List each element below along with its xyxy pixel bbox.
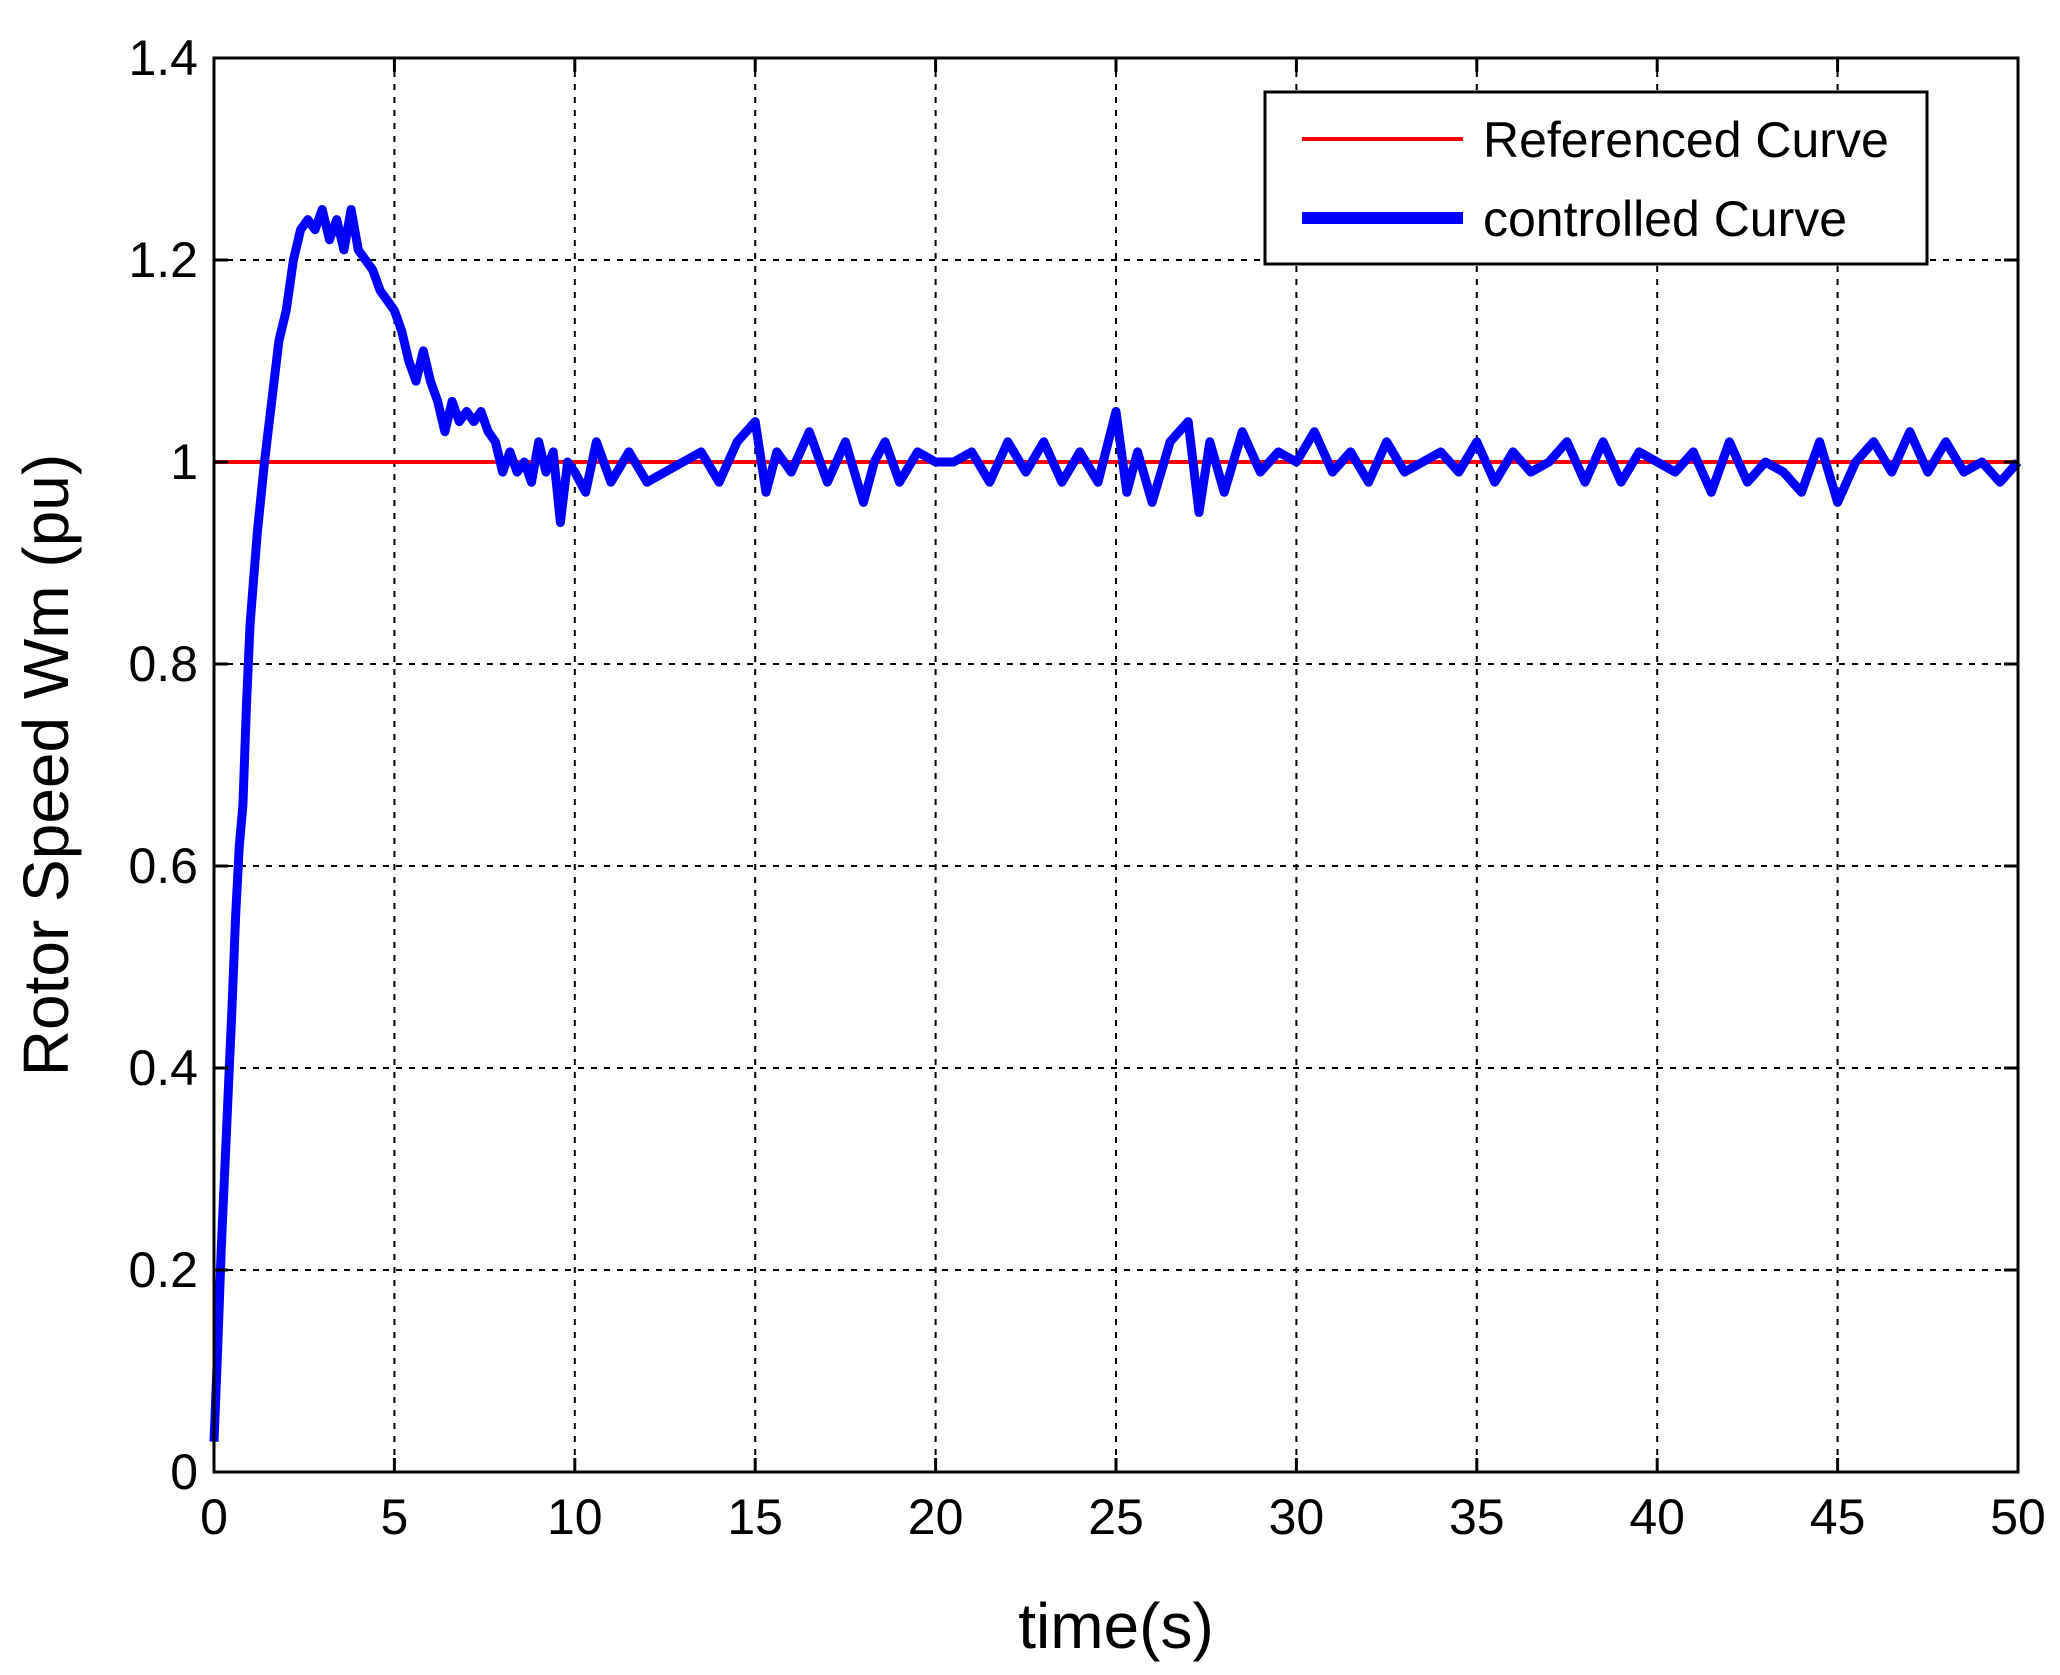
y-tick-label: 1.2 bbox=[128, 232, 198, 288]
x-tick-label: 40 bbox=[1629, 1489, 1685, 1545]
y-tick-label: 0 bbox=[170, 1444, 198, 1500]
x-tick-label: 15 bbox=[727, 1489, 783, 1545]
x-tick-label: 30 bbox=[1269, 1489, 1325, 1545]
x-tick-label: 10 bbox=[547, 1489, 603, 1545]
series-layer bbox=[209, 205, 2022, 1442]
x-tick-label: 50 bbox=[1990, 1489, 2046, 1545]
x-tick-label: 35 bbox=[1449, 1489, 1505, 1545]
y-tick-label: 1.4 bbox=[128, 30, 198, 86]
x-tick-label: 45 bbox=[1810, 1489, 1866, 1545]
grid bbox=[214, 58, 2018, 1472]
legend-box bbox=[1263, 90, 1929, 266]
legend: Referenced Curve controlled Curve bbox=[1263, 90, 1929, 266]
y-tick-label: 0.2 bbox=[128, 1242, 198, 1298]
y-axis-title: Rotor Speed Wm (pu) bbox=[10, 454, 82, 1076]
ticks: 0 5 10 15 20 25 30 35 40 45 50 0 0.2 0.4 0.6 0.8 1 1.2 1.4 bbox=[128, 30, 2045, 1545]
x-tick-label: 5 bbox=[380, 1489, 408, 1545]
legend-label-controlled: controlled Curve bbox=[1483, 191, 1847, 247]
y-tick-label: 0.8 bbox=[128, 636, 198, 692]
series-line-controlled bbox=[209, 205, 2022, 1442]
y-tick-label: 1 bbox=[170, 434, 198, 490]
x-tick-label: 25 bbox=[1088, 1489, 1144, 1545]
x-tick-label: 0 bbox=[200, 1489, 228, 1545]
y-tick-label: 0.6 bbox=[128, 838, 198, 894]
y-tick-label: 0.4 bbox=[128, 1040, 198, 1096]
x-tick-label: 20 bbox=[908, 1489, 964, 1545]
legend-label-referenced: Referenced Curve bbox=[1483, 112, 1889, 168]
x-axis-title: time(s) bbox=[1018, 1590, 1214, 1662]
